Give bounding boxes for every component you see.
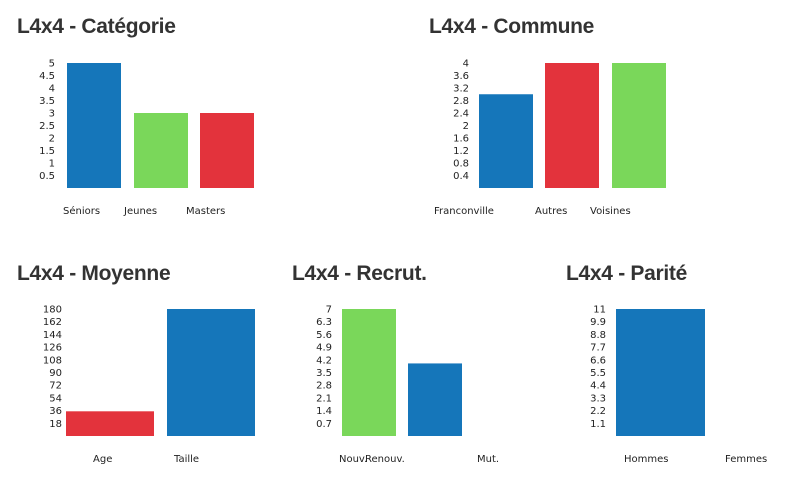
y-tick-label: 5 xyxy=(49,59,55,70)
y-tick-label: 4.2 xyxy=(316,355,332,366)
bar-nouv xyxy=(342,309,396,436)
category-label: Mut. xyxy=(477,454,499,465)
category-label: Franconville xyxy=(434,206,494,217)
y-tick-label: 162 xyxy=(43,317,62,328)
y-tick-label: 6.3 xyxy=(316,317,332,328)
category-label: Autres xyxy=(535,206,567,217)
y-tick-label: 5.5 xyxy=(590,368,606,379)
y-tick-label: 0.5 xyxy=(39,171,55,182)
y-tick-label: 1.5 xyxy=(39,146,55,157)
y-tick-label: 11 xyxy=(593,305,606,316)
category-label: Hommes xyxy=(624,454,668,465)
y-tick-label: 4.9 xyxy=(316,343,332,354)
category-label: Jeunes xyxy=(123,206,157,217)
category-label: Age xyxy=(93,454,112,465)
category-label: Renouv. xyxy=(365,454,405,465)
y-tick-label: 72 xyxy=(49,381,62,392)
y-tick-label: 90 xyxy=(49,368,62,379)
bar-voisines xyxy=(612,63,666,188)
category-label: Nouv. xyxy=(339,454,367,465)
y-tick-label: 6.6 xyxy=(590,355,606,366)
bar-taille xyxy=(167,309,255,436)
chart-commune: 0.40.8 1.21.6 22.4 2.83.2 3.64 Franconville Au… xyxy=(434,59,666,217)
y-tick-label: 4 xyxy=(49,84,55,95)
bar-franconville xyxy=(479,94,533,188)
bar-autres xyxy=(545,63,599,188)
y-tick-label: 2.8 xyxy=(316,381,332,392)
y-tick-label: 3 xyxy=(49,109,55,120)
bar-s-niors xyxy=(67,63,121,188)
y-tick-label: 2.5 xyxy=(39,121,55,132)
y-tick-label: 126 xyxy=(43,343,62,354)
y-tick-label: 7.7 xyxy=(590,343,606,354)
y-tick-label: 9.9 xyxy=(590,317,606,328)
y-tick-label: 1 xyxy=(49,159,55,170)
y-tick-label: 7 xyxy=(326,305,332,316)
category-label: Voisines xyxy=(590,206,631,217)
y-tick-label: 1.6 xyxy=(453,134,469,145)
y-tick-label: 2 xyxy=(463,121,469,132)
bar-masters xyxy=(200,113,254,188)
y-tick-label: 2.2 xyxy=(590,406,606,417)
y-tick-label: 2 xyxy=(49,134,55,145)
y-tick-label: 0.4 xyxy=(453,171,469,182)
y-tick-label: 108 xyxy=(43,355,62,366)
bar-jeunes xyxy=(134,113,188,188)
y-tick-label: 2.1 xyxy=(316,393,332,404)
y-tick-label: 1.2 xyxy=(453,146,469,157)
bar-renouv xyxy=(408,363,462,436)
y-tick-label: 4 xyxy=(463,59,469,70)
y-tick-label: 18 xyxy=(49,419,62,430)
chart-panel-recrut: L4x4 - Recrut. 0.7 1.4 2.1 2.8 3.5 4.2 4.9 5.6 6… xyxy=(292,262,532,477)
y-tick-label: 3.2 xyxy=(453,84,469,95)
y-tick-label: 36 xyxy=(49,406,62,417)
y-tick-label: 180 xyxy=(43,305,62,316)
category-label: Taille xyxy=(173,454,199,465)
chart-title: L4x4 - Moyenne xyxy=(17,262,171,285)
y-tick-label: 0.8 xyxy=(453,159,469,170)
y-tick-label: 1.4 xyxy=(316,406,332,417)
y-tick-label: 1.1 xyxy=(590,419,606,430)
y-tick-label: 54 xyxy=(49,393,62,404)
bar-age xyxy=(66,411,154,436)
y-tick-label: 4.5 xyxy=(39,71,55,82)
y-tick-label: 2.4 xyxy=(453,109,469,120)
chart-panel-commune: L4x4 - Commune 0.4 0.8 1.2 1.6 2 2.4 2.8 3.2 3.6… xyxy=(429,15,689,225)
category-label: Séniors xyxy=(63,205,100,217)
category-label: Masters xyxy=(186,206,225,217)
category-label: Femmes xyxy=(725,454,767,465)
chart-title: L4x4 - Catégorie xyxy=(17,15,176,38)
y-tick-label: 3.5 xyxy=(316,368,332,379)
y-tick-label: 0.7 xyxy=(316,419,332,430)
chart-title: L4x4 - Commune xyxy=(429,15,594,38)
chart-title: L4x4 - Recrut. xyxy=(292,262,427,285)
chart-recrut: 0.7 1.4 2.12.8 3.5 4.24.9 5.6 6.37 Nouv.Renouv.… xyxy=(316,305,499,466)
chart-panel-parite: L4x4 - Parité 1.1 2.2 3.3 4.4 5.5 6.6 7.7 8.8 9.… xyxy=(566,262,786,477)
chart-title: L4x4 - Parité xyxy=(566,262,687,285)
y-tick-label: 8.8 xyxy=(590,330,606,341)
chart-categorie: 0.51 1.52 2.53 3.54 4.55 Séniors Jeunes Masters xyxy=(39,59,254,217)
y-tick-label: 2.8 xyxy=(453,96,469,107)
chart-panel-moyenne: L4x4 - Moyenne 18 36 54 72 90 108 126 144 162 180… xyxy=(17,262,277,477)
y-tick-label: 3.6 xyxy=(453,71,469,82)
y-tick-label: 3.5 xyxy=(39,96,55,107)
chart-panel-categorie: L4x4 - Catégorie 0.5 1 1.5 2 2.5 3 3.5 4 4.5 5 Sén… xyxy=(17,15,277,225)
bar-hommes xyxy=(616,309,705,436)
y-tick-label: 144 xyxy=(43,330,62,341)
y-tick-label: 5.6 xyxy=(316,330,332,341)
chart-parite: 1.1 2.2 3.34.4 5.5 6.67.7 8.8 9.911 Hommes Femme… xyxy=(590,305,767,466)
y-tick-label: 4.4 xyxy=(590,381,606,392)
y-tick-label: 3.3 xyxy=(590,393,606,404)
